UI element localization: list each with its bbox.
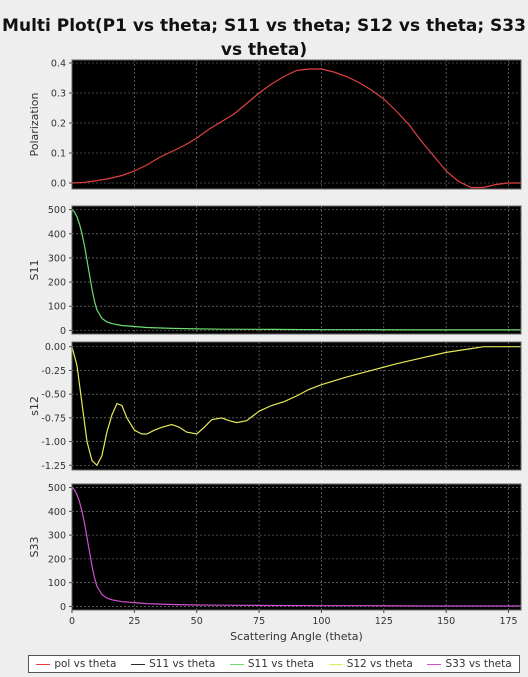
- y-tick-label: 200: [48, 554, 66, 565]
- y-tick-label: 100: [48, 302, 66, 313]
- x-tick-label: 75: [253, 616, 265, 627]
- plot-background: [72, 342, 521, 470]
- y-tick-label: 0.00: [45, 342, 66, 353]
- series-line-s11-vs-theta: [71, 209, 521, 331]
- y-tick-label: 0: [60, 602, 66, 613]
- y-tick-label: 0.3: [51, 89, 66, 100]
- legend-swatch: [328, 663, 343, 665]
- x-tick-label: 100: [312, 616, 330, 627]
- legend-label: S12 vs theta: [346, 658, 413, 670]
- legend-swatch: [131, 663, 146, 665]
- legend-item: S12 vs theta: [328, 658, 413, 670]
- legend-swatch: [229, 663, 244, 665]
- y-tick-label: 200: [48, 278, 66, 289]
- x-tick-label: 150: [437, 616, 455, 627]
- x-tick-label: 175: [499, 616, 517, 627]
- y-tick-label: 500: [48, 205, 66, 216]
- series-line-s33-vs-theta: [71, 487, 521, 607]
- y-tick-label: 0.4: [51, 59, 66, 70]
- legend-item: S11 vs theta: [229, 658, 315, 670]
- y-tick-label: -1.25: [41, 461, 66, 472]
- y-tick-label: -0.25: [41, 366, 66, 377]
- plot-frame: [71, 59, 522, 190]
- legend: pol vs theta S11 vs theta S11 vs theta S12 …: [28, 655, 520, 673]
- y-axis-label: Polarization: [28, 93, 41, 157]
- y-tick-label: -0.50: [41, 390, 66, 401]
- y-axis-label: s12: [28, 396, 41, 416]
- x-tick-label: 0: [69, 616, 75, 627]
- chart-title: Multi Plot(P1 vs theta; S11 vs theta; S1…: [2, 16, 526, 60]
- y-tick-label: -0.75: [41, 413, 66, 424]
- legend-item: S11 vs theta: [131, 658, 215, 670]
- subplot-4: 0 100 200 300 400 500 S33: [28, 483, 522, 613]
- x-tick-label: 25: [128, 616, 140, 627]
- x-tick-label: 50: [191, 616, 203, 627]
- legend-swatch: [427, 663, 442, 665]
- subplot-1: 0.0 0.1 0.2 0.3 0.4 Polarization: [28, 59, 522, 190]
- legend-item: pol vs theta: [36, 658, 116, 670]
- y-tick-label: -1.00: [41, 437, 66, 448]
- plot-frame: [71, 205, 522, 335]
- plot-background: [72, 60, 521, 189]
- y-tick-label: 300: [48, 253, 66, 264]
- subplot-2: 0 100 200 300 400 500 S11: [28, 205, 522, 337]
- x-tick-label: 125: [375, 616, 393, 627]
- series-line-pol-vs-theta: [71, 68, 521, 189]
- plot-background: [72, 484, 521, 610]
- plot-frame: [71, 341, 522, 471]
- legend-label: S33 vs theta: [445, 658, 512, 670]
- x-axis-label: Scattering Angle (theta): [230, 630, 363, 643]
- y-tick-label: 0: [60, 326, 66, 337]
- y-tick-label: 400: [48, 229, 66, 240]
- y-tick-label: 100: [48, 578, 66, 589]
- plot-background: [72, 206, 521, 334]
- y-tick-label: 300: [48, 531, 66, 542]
- series-line-s12-vs-theta: [71, 346, 521, 467]
- legend-label: pol vs theta: [54, 658, 117, 670]
- legend-swatch: [36, 663, 51, 665]
- legend-label: S11 vs theta: [149, 658, 216, 670]
- y-axis-label: S33: [28, 537, 41, 558]
- y-axis-label: S11: [28, 260, 41, 281]
- plot-frame: [71, 483, 522, 611]
- legend-item: S33 vs theta: [427, 658, 512, 670]
- y-tick-label: 0.1: [51, 149, 66, 160]
- subplot-3: 0.00 -0.25 -0.50 -0.75 -1.00 -1.25 s12: [28, 341, 522, 472]
- y-tick-label: 400: [48, 507, 66, 518]
- y-tick-label: 0.0: [51, 179, 66, 190]
- y-tick-label: 500: [48, 483, 66, 494]
- legend-label: S11 vs theta: [247, 658, 315, 670]
- y-tick-label: 0.2: [51, 119, 66, 130]
